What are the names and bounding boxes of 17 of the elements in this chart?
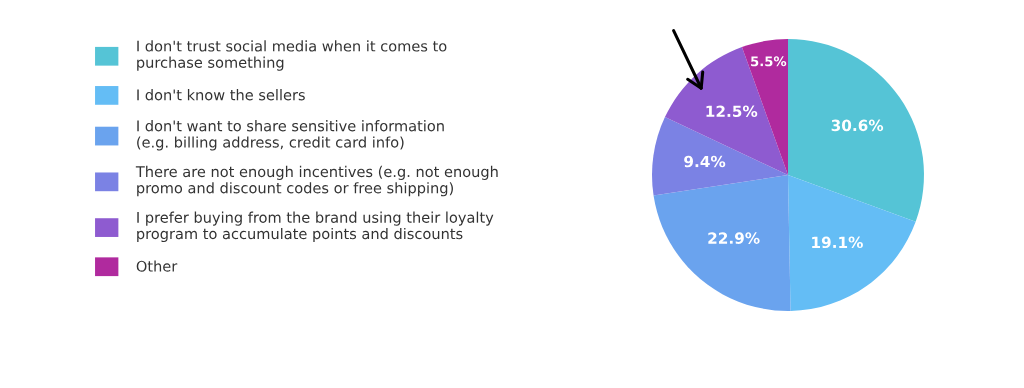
legend-label: Other [136, 260, 178, 272]
legend-label: I don't know the sellers [137, 89, 305, 101]
data-label: 5.5% [751, 56, 787, 67]
data-label: 22.9% [708, 232, 760, 244]
data-label: 9.4% [684, 155, 726, 168]
data-label: 19.1% [812, 236, 863, 249]
data-label: 12.5% [706, 105, 758, 118]
legend-label: I don't want to share sensitive information (e.g. billing address, credit card info) [137, 120, 444, 151]
pie-slice [788, 39, 924, 222]
legend-label: There are not enough incentives (e.g. not enough promo and discount codes or free shipping) [135, 165, 498, 197]
pie-slice [652, 117, 788, 196]
legend-label: I don't trust social media when it comes to purchase something [137, 40, 447, 71]
data-label: 30.6% [831, 119, 884, 132]
legend-label: I prefer buying from the brand using their loyalty program to accumulate points and discounts [137, 211, 494, 243]
pie-slice [788, 175, 916, 311]
pie-slice [664, 47, 788, 175]
pie-slice [653, 175, 791, 311]
